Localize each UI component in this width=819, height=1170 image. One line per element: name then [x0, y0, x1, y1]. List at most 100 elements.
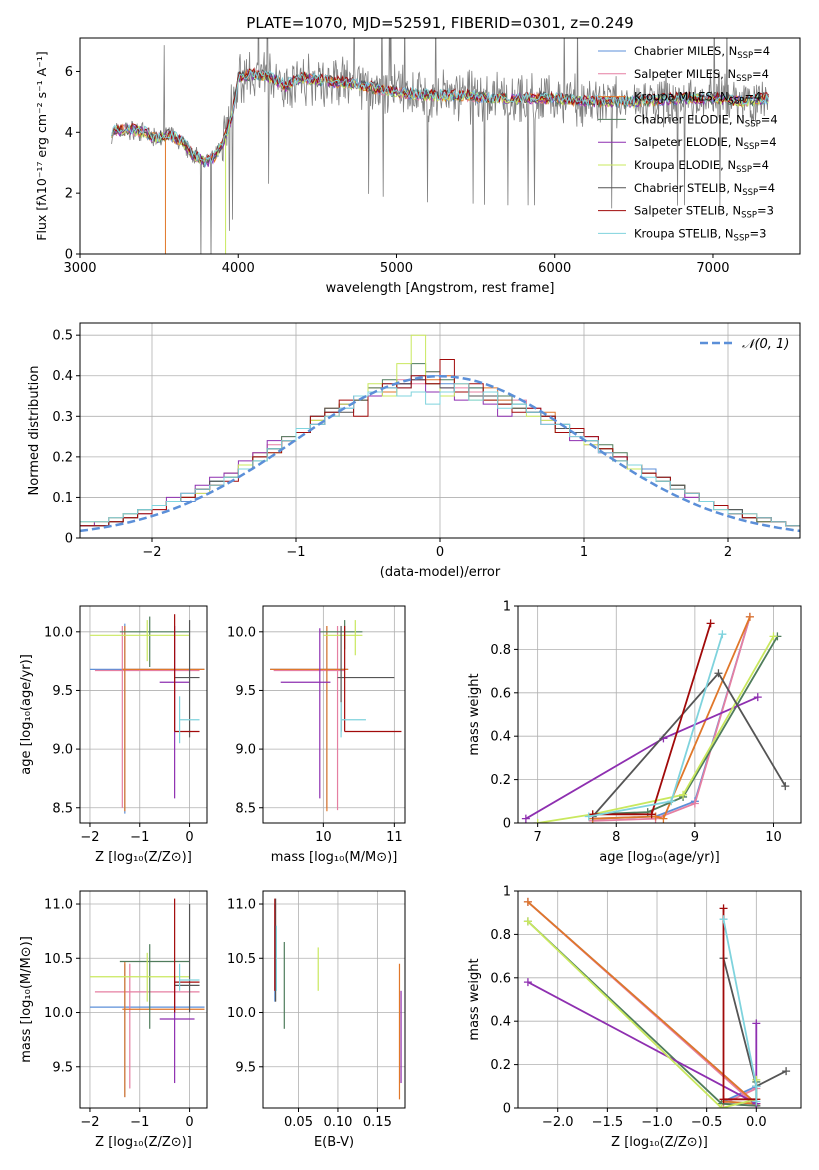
mass_weight_vs_Z-ylabel: mass weight	[467, 958, 482, 1040]
mass_weight_vs_age-ytick-label: 0.4	[490, 730, 511, 745]
legend-label-chabrier_miles: Chabrier MILES, NSSP=4	[634, 44, 770, 61]
age_vs_Z-xtick-label: −2	[80, 830, 99, 845]
legend-label-salpeter_stelib: Salpeter STELIB, NSSP=3	[634, 204, 774, 221]
mass_weight_vs_age-marker-kroupa_stelib	[667, 797, 676, 806]
age_vs_mass-xlabel: mass [log₁₀(M/M⊙)]	[271, 850, 398, 865]
residuals-ytick-label: 0.4	[52, 369, 73, 384]
mass_weight_vs_age-xlabel: age [log₁₀(age/yr)]	[599, 850, 720, 865]
mass_weight_vs_Z-ytick-label: 0	[503, 1102, 511, 1117]
mass_vs_Z-ylabel: mass [log₁₀(M/M⊙)]	[19, 936, 34, 1063]
mass_weight_vs_Z-marker-kroupa_stelib	[719, 915, 728, 924]
mass_vs_Z-axes: −2 −1 0 9.5 10.0 10.5 11.0 Z [log₁₀(Z/Z⊙)] mass …	[19, 891, 207, 1150]
age_vs_mass-frame	[262, 605, 406, 824]
age_vs_mass-ytick-label: 8.5	[235, 801, 256, 816]
mass_weight_vs_age-ytick-label: 0	[503, 817, 511, 832]
legend-label-chabrier_stelib: Chabrier STELIB, NSSP=4	[634, 181, 775, 198]
mass_weight_vs_Z-marker-salpeter_stelib	[719, 1095, 728, 1104]
age_vs_Z-series	[89, 614, 205, 814]
mass_vs_Z-xtick-label: −1	[130, 1115, 149, 1130]
mass_vs_Z-frame	[79, 890, 208, 1109]
age_vs_mass-ytick-label: 10.0	[227, 625, 256, 640]
age_vs_Z-xlabel: Z [log₁₀(Z/Z⊙)]	[95, 850, 192, 865]
mass_weight_vs_age-xtick-label: 9	[691, 830, 699, 845]
mass_weight_vs_age-xtick-label: 8	[612, 830, 620, 845]
age_vs_mass-xtick-label: 10	[315, 830, 332, 845]
mass_weight_vs_Z-frame	[517, 890, 802, 1109]
mass_vs_EBV-series	[274, 898, 402, 1100]
spectrum-xtick-label: 5000	[380, 261, 413, 276]
mass_weight_vs_age-marker-kroupa_miles	[745, 612, 754, 621]
residuals-xlabel: (data-model)/error	[380, 565, 501, 580]
mass_weight_vs_age-ytick-label: 0.8	[490, 643, 511, 658]
mass_weight_vs_Z-ytick-label: 0.6	[490, 971, 511, 986]
residuals-xtick-label: 2	[724, 545, 732, 560]
age_vs_Z-ytick-label: 10.0	[44, 625, 73, 640]
mass_weight_vs_Z-marker-salpeter_elodie	[523, 978, 532, 987]
age_vs_mass-xtick-label: 11	[386, 830, 403, 845]
mass_weight_vs_Z-line-chabrier_elodie	[527, 920, 758, 1107]
residuals-xtick-label: −1	[286, 545, 305, 560]
spectrum-ytick-label: 6	[65, 65, 73, 80]
spectrum-legend: Chabrier MILES, NSSP=4 Salpeter MILES, NS…	[598, 44, 778, 243]
mass_weight_vs_Z-series	[523, 897, 791, 1108]
mass_weight_vs_Z-ytick-label: 0.4	[490, 1015, 511, 1030]
age_vs_mass-series	[270, 620, 402, 812]
spectrum-title: PLATE=1070, MJD=52591, FIBERID=0301, z=0…	[246, 14, 633, 32]
mass_weight_vs_age-xtick-label: 10	[765, 830, 782, 845]
mass_weight_vs_age-series	[521, 612, 790, 823]
age_vs_Z-ylabel: age [log₁₀(age/yr)]	[19, 654, 34, 775]
residuals-ytick-label: 0.2	[52, 450, 73, 465]
mass_vs_Z-xtick-label: 0	[185, 1115, 193, 1130]
mass_weight_vs_age-marker-chabrier_stelib	[714, 669, 723, 678]
mass_weight_vs_Z-xlabel: Z [log₁₀(Z/Z⊙)]	[611, 1135, 708, 1150]
mass_weight_vs_age-marker-salpeter_miles	[690, 799, 699, 808]
mass_weight_vs_age-marker-chabrier_stelib	[781, 782, 790, 791]
mass_weight_vs_Z-line-kroupa_elodie	[527, 920, 758, 1108]
mass_vs_Z-ytick-label: 10.5	[44, 952, 73, 967]
spectrum-frame	[79, 37, 801, 255]
mass_weight_vs_Z-ytick-label: 0.2	[490, 1058, 511, 1073]
residuals-frame	[79, 322, 801, 539]
gaussian-legend-label: 𝒩(0, 1)	[742, 337, 789, 352]
legend-label-kroupa_miles: Kroupa MILES, NSSP=4	[634, 90, 761, 107]
mass_weight_vs_age-marker-kroupa_stelib	[584, 812, 593, 821]
mass_weight_vs_Z-marker-kroupa_miles	[523, 897, 532, 906]
mass_vs_Z-ytick-label: 9.5	[52, 1060, 73, 1075]
mass_weight_vs_Z-line-salpeter_elodie	[527, 981, 758, 1106]
spectrum-ytick-label: 0	[65, 248, 73, 263]
mass_weight_vs_age-axes: 7 8 9 10 0 0.2 0.4 0.6 0.8 1 age [log₁₀(age/yr)] ma…	[467, 600, 801, 865]
mass_vs_EBV-ytick-label: 9.5	[235, 1060, 256, 1075]
mass_weight_vs_Z-xtick-label: −2.0	[542, 1115, 574, 1130]
mass_weight_vs_age-line-kroupa_miles	[592, 616, 751, 820]
legend-label-salpeter_miles: Salpeter MILES, NSSP=4	[634, 67, 769, 84]
legend-label-kroupa_elodie: Kroupa ELODIE, NSSP=4	[634, 158, 769, 175]
age_vs_mass-axes: 10 11 8.5 9.0 9.5 10.0 mass [log₁₀(M/M⊙)]	[227, 606, 405, 865]
mass_weight_vs_age-marker-kroupa_elodie	[533, 819, 542, 823]
mass_vs_EBV-xtick-label: 0.05	[284, 1115, 313, 1130]
age_vs_Z-xtick-label: −1	[130, 830, 149, 845]
mass_weight_vs_Z-line-kroupa_stelib	[722, 919, 758, 1102]
mass_weight_vs_age-marker-salpeter_stelib	[706, 619, 715, 628]
age_vs_Z-ytick-label: 8.5	[52, 801, 73, 816]
mass_weight_vs_age-marker-salpeter_elodie	[753, 693, 762, 702]
spectrum-xtick-label: 4000	[222, 261, 255, 276]
legend-label-chabrier_elodie: Chabrier ELODIE, NSSP=4	[634, 112, 778, 129]
mass_vs_EBV-xtick-label: 0.10	[323, 1115, 352, 1130]
mass_weight_vs_Z-axes: −2.0 −1.5 −1.0 −0.5 0.0 0 0.2 0.4 0.6 0.8 1 Z [log₁…	[467, 885, 801, 1150]
mass_weight_vs_Z-xtick-label: −0.5	[691, 1115, 723, 1130]
mass_weight_vs_Z-xtick-label: −1.5	[592, 1115, 624, 1130]
mass_weight_vs_Z-marker-salpeter_stelib	[719, 904, 728, 913]
residuals-ylabel: Normed distribution	[27, 366, 42, 496]
residuals-xtick-label: −2	[142, 545, 161, 560]
gaussian-curve	[80, 374, 800, 533]
mass_vs_EBV-frame	[262, 890, 406, 1109]
mass_weight_vs_Z-marker-chabrier_stelib	[782, 1067, 791, 1076]
mass_weight_vs_age-marker-kroupa_elodie	[679, 790, 688, 799]
mass_weight_vs_Z-xtick-label: 0.0	[746, 1115, 767, 1130]
mass_weight_vs_age-line-salpeter_stelib	[592, 623, 712, 816]
mass_vs_EBV-ytick-label: 10.5	[227, 952, 256, 967]
residuals-ytick-label: 0.3	[52, 410, 73, 425]
residuals-ytick-label: 0.1	[52, 491, 73, 506]
mass_vs_EBV-xtick-label: 0.15	[363, 1115, 392, 1130]
mass_weight_vs_Z-marker-salpeter_elodie	[752, 1019, 761, 1028]
